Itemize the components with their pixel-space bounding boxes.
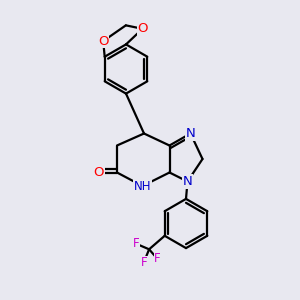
Text: O: O <box>98 34 108 48</box>
Text: F: F <box>133 237 140 250</box>
Text: N: N <box>186 127 195 140</box>
Text: F: F <box>154 252 161 266</box>
Text: O: O <box>94 166 104 179</box>
Text: O: O <box>137 22 148 35</box>
Text: N: N <box>183 175 192 188</box>
Text: F: F <box>140 256 147 269</box>
Text: NH: NH <box>134 179 151 193</box>
